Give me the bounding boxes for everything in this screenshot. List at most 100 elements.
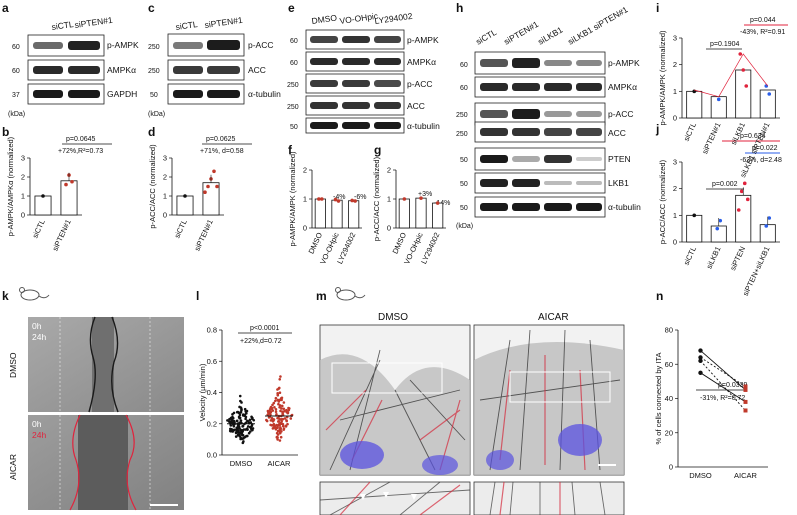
data-point: [250, 415, 253, 419]
y-tick-label: 0: [387, 224, 391, 233]
panel-label-h: h: [456, 1, 463, 15]
lane-label: LY294002: [374, 11, 413, 26]
data-point: [281, 412, 285, 416]
data-point: [278, 423, 281, 427]
data-point: [235, 410, 239, 414]
data-point: [234, 431, 238, 434]
data-point: [278, 439, 282, 442]
data-point: [245, 409, 249, 413]
data-point: [276, 388, 279, 391]
y-tick-label: 3: [673, 34, 677, 43]
mw-unit: (kDa): [8, 111, 25, 118]
y-tick-label: 40: [665, 394, 673, 403]
data-point: [738, 52, 743, 56]
data-point: [715, 226, 720, 231]
data-point: [231, 429, 235, 433]
panel-label-a: a: [2, 1, 9, 15]
data-point: [275, 431, 279, 435]
x-tick-label: DMSO: [230, 459, 253, 468]
y-tick-label: 3: [163, 154, 167, 163]
y-tick-label: 0.4: [207, 388, 217, 397]
time-label: 0h: [32, 321, 42, 331]
data-point: [238, 413, 242, 417]
data-point: [280, 422, 283, 426]
x-tick-label: DMSO: [306, 231, 324, 255]
data-point: [743, 384, 748, 389]
data-point: [206, 184, 210, 189]
y-axis-label: p-ACC/ACC (normalized): [372, 156, 381, 241]
data-point: [41, 194, 45, 198]
data-point: [744, 84, 749, 88]
data-point: [232, 424, 236, 428]
stat-effect: +71%, d=0.58: [200, 148, 244, 155]
mw-marker: 50: [290, 124, 298, 131]
data-point: [250, 427, 253, 431]
data-point: [215, 184, 219, 189]
mw-marker: 250: [456, 112, 468, 119]
data-point: [336, 199, 341, 203]
data-point: [287, 407, 291, 410]
data-point: [277, 386, 281, 390]
data-point: [270, 406, 274, 410]
data-point: [281, 417, 285, 421]
data-point: [278, 391, 282, 395]
data-point: [286, 422, 289, 426]
data-point: [252, 418, 256, 422]
data-point: [289, 417, 293, 420]
band-label: p-AMPK: [608, 58, 640, 68]
data-point: [282, 428, 286, 431]
data-point: [267, 411, 270, 414]
data-point: [239, 419, 243, 422]
bar: [348, 200, 360, 229]
data-point: [279, 409, 282, 413]
y-axis-label: % of cells connected by ITA: [654, 353, 663, 445]
data-point: [402, 197, 407, 201]
panel-label-j: j: [655, 122, 659, 136]
mouse-icon: [19, 287, 50, 301]
y-tick-label: 0.2: [207, 419, 217, 428]
data-point: [282, 401, 286, 404]
data-point: [230, 418, 234, 422]
bar: [686, 214, 703, 243]
bar: [331, 199, 343, 229]
wound-image-dmso: 0h 24h: [28, 316, 184, 413]
data-point: [246, 428, 249, 431]
data-point: [271, 418, 274, 421]
y-tick-label: 0: [673, 238, 677, 247]
band-label: α-tubulin: [407, 121, 440, 131]
data-point: [283, 417, 287, 420]
mw-marker: 60: [12, 44, 20, 51]
y-tick-label: 60: [665, 360, 673, 369]
row-label: DMSO: [8, 352, 18, 378]
band-label: AMPKα: [107, 65, 136, 75]
x-tick-label: siPTEN#1: [192, 218, 214, 252]
panel-label-m: m: [316, 289, 327, 303]
stat-effect: +72%,R²=0.73: [58, 148, 103, 155]
stat-p: p=0.002: [712, 181, 738, 188]
y-tick-label: 0: [669, 463, 673, 472]
mw-marker: 60: [290, 38, 298, 45]
zoom-inset-dmso: [319, 481, 471, 515]
stat-p: p<0.0001: [250, 325, 279, 332]
data-point: [280, 404, 284, 408]
band-label: α-tubulin: [608, 202, 641, 212]
x-tick-label: siCTL: [682, 245, 698, 267]
data-point: [285, 408, 288, 412]
bar: [176, 195, 194, 216]
panel-label-i: i: [656, 1, 659, 15]
y-tick-label: 20: [665, 428, 673, 437]
data-point: [743, 408, 748, 413]
series-line: [694, 53, 769, 98]
mw-marker: 50: [460, 181, 468, 188]
data-point: [274, 427, 278, 431]
y-tick-label: 0.0: [207, 451, 217, 460]
series-line: [700, 360, 746, 411]
blot-a: siCTL siPTEN#1 p-AMPK AMPKα GAPDH 60 60 …: [8, 15, 139, 118]
band-label: ACC: [407, 101, 425, 111]
band-label: AMPKα: [407, 57, 436, 67]
mouse-icon: [335, 287, 366, 301]
y-axis-label: Velocity (µm/min): [198, 363, 207, 421]
data-point: [767, 216, 772, 220]
y-tick-label: 2: [21, 173, 25, 182]
y-tick-label: 3: [673, 158, 677, 167]
